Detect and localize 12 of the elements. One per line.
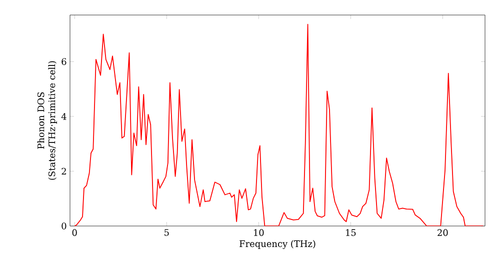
- x-tick-label: 15: [346, 229, 356, 236]
- y-axis-title: Phonon DOS (States/THz·primitive cell): [37, 61, 57, 180]
- x-axis-title: Frequency (THz): [240, 240, 316, 249]
- x-tick-label: 10: [254, 229, 264, 236]
- y-tick-label: 2: [62, 168, 66, 175]
- line-series: [74, 24, 484, 226]
- x-tick-label: 0: [72, 229, 77, 236]
- x-tick-label: 20: [438, 229, 448, 236]
- y-tick-label: 4: [61, 113, 66, 120]
- y-tick-label: 6: [62, 58, 66, 65]
- y-tick-label: 0: [62, 222, 66, 230]
- x-tick-label: 5: [164, 229, 169, 236]
